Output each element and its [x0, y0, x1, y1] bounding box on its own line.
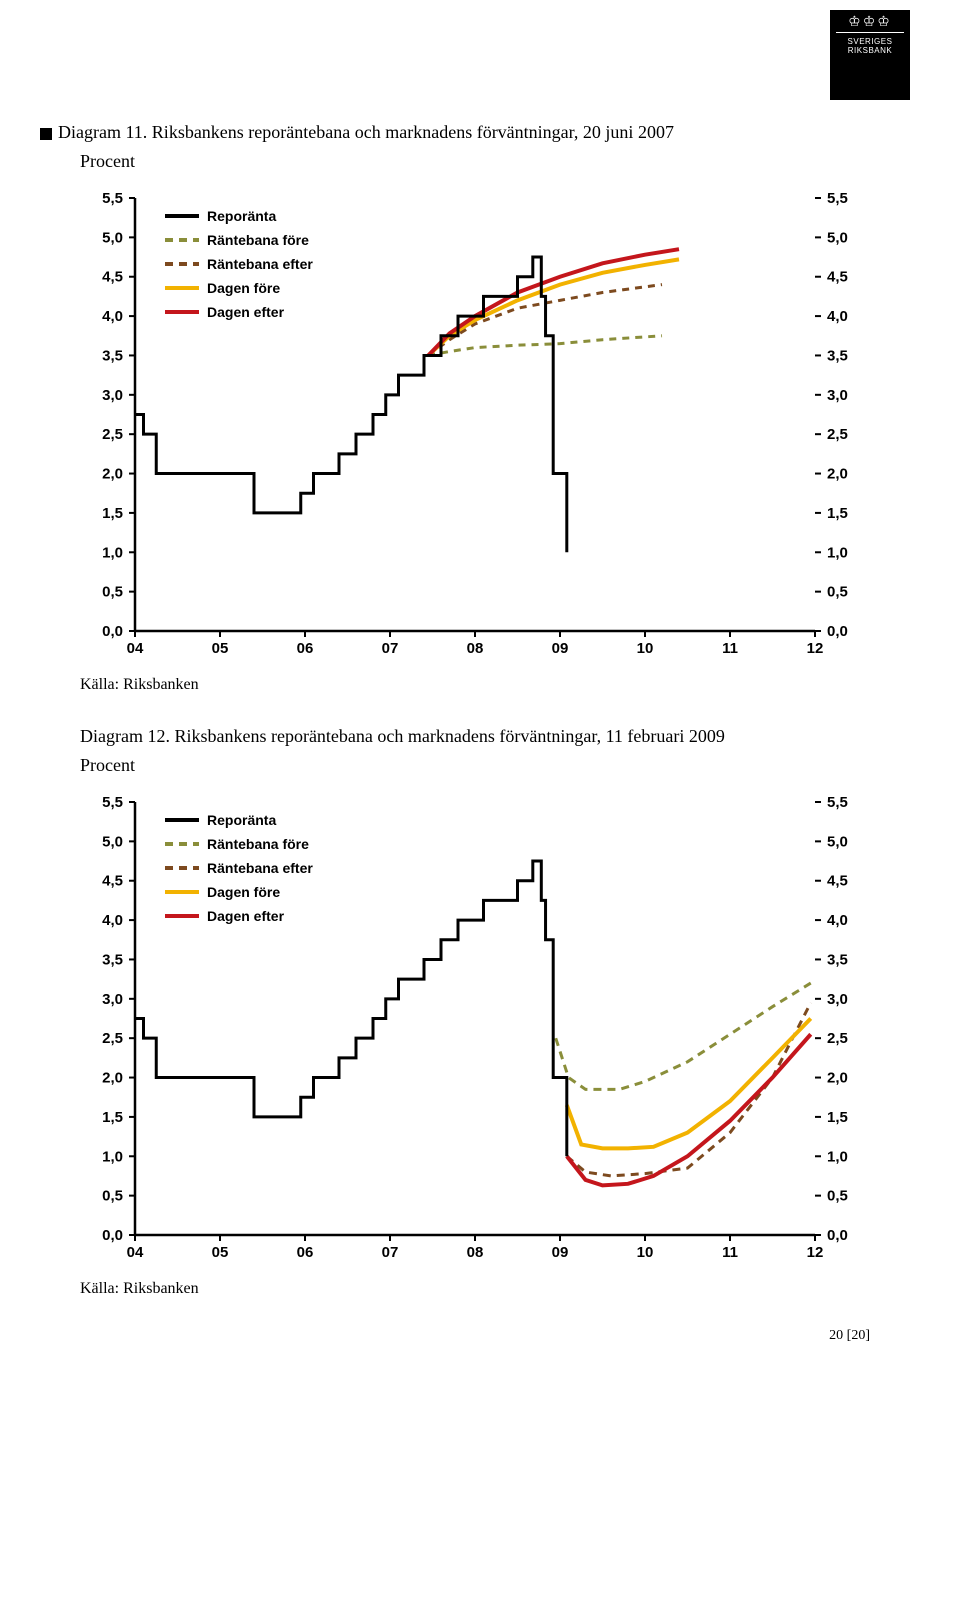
- svg-text:0,0: 0,0: [827, 1227, 848, 1244]
- diagram12-source: Källa: Riksbanken: [80, 1280, 880, 1298]
- svg-text:10: 10: [637, 640, 654, 657]
- page: ♔♔♔ SVERIGES RIKSBANK Diagram 11. Riksba…: [0, 0, 960, 1374]
- svg-text:3,0: 3,0: [827, 991, 848, 1008]
- svg-text:2,0: 2,0: [102, 466, 123, 483]
- svg-text:11: 11: [722, 1244, 738, 1261]
- svg-text:09: 09: [552, 640, 569, 657]
- svg-text:3,0: 3,0: [102, 387, 123, 404]
- svg-text:07: 07: [382, 640, 399, 657]
- svg-text:10: 10: [637, 1244, 654, 1261]
- diagram11-source: Källa: Riksbanken: [80, 676, 880, 694]
- svg-text:4,0: 4,0: [102, 308, 123, 325]
- svg-text:5,0: 5,0: [102, 230, 123, 247]
- diagram12-subtitle: Procent: [80, 755, 880, 776]
- diagram11-title: Diagram 11. Riksbankens reporäntebana oc…: [80, 120, 880, 145]
- svg-text:2,5: 2,5: [827, 426, 848, 443]
- svg-text:4,5: 4,5: [827, 873, 848, 890]
- svg-text:Dagen efter: Dagen efter: [207, 908, 285, 924]
- svg-text:4,0: 4,0: [827, 912, 848, 929]
- svg-text:3,5: 3,5: [102, 348, 123, 365]
- crown-icon: ♔♔♔: [830, 14, 910, 28]
- svg-text:1,0: 1,0: [102, 1149, 123, 1166]
- svg-text:5,0: 5,0: [827, 230, 848, 247]
- svg-text:04: 04: [127, 1244, 144, 1261]
- diagram11-subtitle: Procent: [80, 151, 880, 172]
- svg-text:05: 05: [212, 640, 229, 657]
- diagram12-svg: 5,5 5,5 5,0 5,0 4,5 4,5 4,0 4,0 3,5 3,5 3,0 3,0 2,5 2…: [80, 790, 870, 1270]
- svg-text:0,0: 0,0: [102, 1227, 123, 1244]
- svg-text:08: 08: [467, 640, 484, 657]
- svg-text:5,5: 5,5: [827, 190, 848, 207]
- svg-text:0,5: 0,5: [827, 1188, 848, 1205]
- svg-text:07: 07: [382, 1244, 399, 1261]
- svg-text:0,0: 0,0: [827, 623, 848, 640]
- svg-text:3,0: 3,0: [827, 387, 848, 404]
- svg-text:1,5: 1,5: [827, 505, 848, 522]
- svg-text:2,0: 2,0: [102, 1070, 123, 1087]
- svg-text:12: 12: [807, 1244, 824, 1261]
- diagram11-chart: 5,5 5,5 5,0 5,0 4,5 4,5 4,0 4,0 3,5 3,5 3,0 3,0 2,5 2…: [80, 186, 860, 666]
- svg-text:Räntebana efter: Räntebana efter: [207, 256, 313, 272]
- riksbank-logo: ♔♔♔ SVERIGES RIKSBANK: [830, 10, 910, 100]
- svg-text:2,0: 2,0: [827, 466, 848, 483]
- svg-text:Dagen före: Dagen före: [207, 280, 280, 296]
- svg-text:5,0: 5,0: [827, 834, 848, 851]
- svg-text:Räntebana före: Räntebana före: [207, 836, 309, 852]
- svg-text:Reporänta: Reporänta: [207, 812, 276, 828]
- svg-text:08: 08: [467, 1244, 484, 1261]
- svg-text:1,5: 1,5: [102, 1109, 123, 1126]
- logo-text-2: RIKSBANK: [830, 46, 910, 55]
- bullet-icon: [40, 128, 52, 140]
- diagram11-svg: 5,5 5,5 5,0 5,0 4,5 4,5 4,0 4,0 3,5 3,5 3,0 3,0 2,5 2…: [80, 186, 870, 666]
- svg-text:2,0: 2,0: [827, 1070, 848, 1087]
- svg-text:Dagen före: Dagen före: [207, 884, 280, 900]
- svg-text:0,5: 0,5: [102, 1188, 123, 1205]
- svg-text:Räntebana efter: Räntebana efter: [207, 860, 313, 876]
- svg-text:1,0: 1,0: [827, 544, 848, 561]
- svg-text:5,5: 5,5: [102, 794, 123, 811]
- logo-text-1: SVERIGES: [830, 37, 910, 46]
- svg-text:3,0: 3,0: [102, 991, 123, 1008]
- svg-text:5,5: 5,5: [102, 190, 123, 207]
- svg-text:04: 04: [127, 640, 144, 657]
- diagram12-title: Diagram 12. Riksbankens reporäntebana oc…: [80, 724, 880, 749]
- svg-text:5,0: 5,0: [102, 834, 123, 851]
- diagram11-title-text: Diagram 11. Riksbankens reporäntebana oc…: [58, 122, 674, 142]
- svg-text:4,5: 4,5: [102, 269, 123, 286]
- svg-text:4,0: 4,0: [827, 308, 848, 325]
- svg-text:3,5: 3,5: [827, 348, 848, 365]
- svg-text:0,5: 0,5: [827, 584, 848, 601]
- svg-text:4,0: 4,0: [102, 912, 123, 929]
- svg-text:3,5: 3,5: [827, 952, 848, 969]
- svg-text:0,0: 0,0: [102, 623, 123, 640]
- svg-text:05: 05: [212, 1244, 229, 1261]
- svg-text:2,5: 2,5: [827, 1031, 848, 1048]
- svg-text:1,5: 1,5: [827, 1109, 848, 1126]
- svg-text:06: 06: [297, 640, 314, 657]
- svg-text:5,5: 5,5: [827, 794, 848, 811]
- svg-text:3,5: 3,5: [102, 952, 123, 969]
- svg-text:Reporänta: Reporänta: [207, 208, 276, 224]
- svg-text:06: 06: [297, 1244, 314, 1261]
- svg-text:09: 09: [552, 1244, 569, 1261]
- svg-text:12: 12: [807, 640, 824, 657]
- svg-text:4,5: 4,5: [827, 269, 848, 286]
- svg-text:1,0: 1,0: [827, 1149, 848, 1166]
- svg-text:Dagen efter: Dagen efter: [207, 304, 285, 320]
- svg-text:0,5: 0,5: [102, 584, 123, 601]
- svg-text:Räntebana före: Räntebana före: [207, 232, 309, 248]
- svg-text:2,5: 2,5: [102, 426, 123, 443]
- svg-text:4,5: 4,5: [102, 873, 123, 890]
- page-footer: 20 [20]: [80, 1328, 880, 1344]
- svg-text:1,0: 1,0: [102, 544, 123, 561]
- svg-text:1,5: 1,5: [102, 505, 123, 522]
- svg-text:11: 11: [722, 640, 738, 657]
- diagram12-chart: 5,5 5,5 5,0 5,0 4,5 4,5 4,0 4,0 3,5 3,5 3,0 3,0 2,5 2…: [80, 790, 860, 1270]
- svg-text:2,5: 2,5: [102, 1031, 123, 1048]
